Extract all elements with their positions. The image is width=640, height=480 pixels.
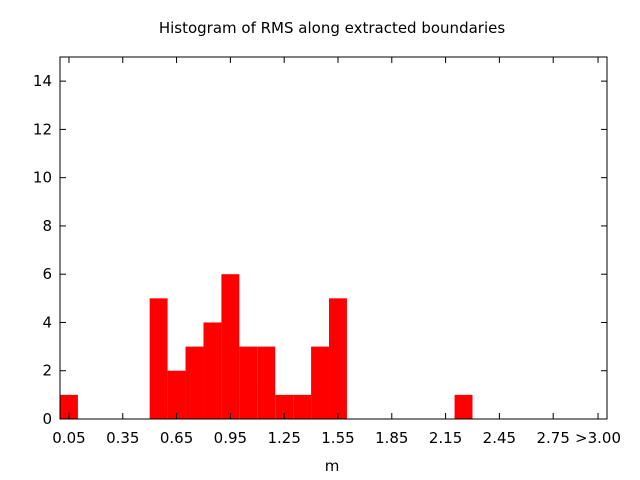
histogram-bar-4: [203, 322, 222, 419]
histogram-bar-7: [257, 346, 276, 419]
x-tick-label-10: >3.00: [575, 429, 621, 447]
plot-area-frame: [59, 56, 608, 420]
histogram-bar-5: [221, 274, 240, 419]
y-tick-label-6: 6: [42, 265, 52, 283]
x-tick-label-9: 2.75: [536, 429, 569, 447]
histogram-bar-2: [167, 370, 186, 419]
bars-group: [60, 274, 473, 419]
x-tick-label-4: 1.25: [267, 429, 300, 447]
y-tick-label-14: 14: [33, 72, 52, 90]
histogram-bar-6: [239, 346, 258, 419]
chart-title: Histogram of RMS along extracted boundar…: [159, 19, 506, 37]
x-tick-label-8: 2.45: [483, 429, 516, 447]
y-tick-label-4: 4: [42, 313, 52, 331]
y-tick-label-8: 8: [42, 217, 52, 235]
histogram-bar-8: [275, 394, 294, 419]
x-axis-label: m: [325, 457, 340, 475]
histogram-bar-11: [329, 298, 347, 419]
x-tick-label-3: 0.95: [214, 429, 247, 447]
y-tick-label-0: 0: [42, 410, 52, 428]
x-tick-label-5: 1.55: [321, 429, 354, 447]
y-tick-label-2: 2: [42, 362, 52, 380]
histogram-bar-9: [293, 394, 312, 419]
x-tick-label-7: 2.15: [429, 429, 462, 447]
histogram-bar-3: [185, 346, 204, 419]
histogram-bar-12: [454, 394, 473, 419]
ticks-group: 0 2 4 6 8 10 12 14 0.05 0.35 0.65 0.95 1.25 1.55 1.85 2…: [33, 57, 621, 447]
x-tick-label-6: 1.85: [375, 429, 408, 447]
histogram-bar-10: [311, 346, 330, 419]
x-tick-label-1: 0.35: [106, 429, 139, 447]
y-tick-label-12: 12: [33, 120, 52, 138]
histogram-bar-1: [149, 298, 168, 419]
histogram-bar-0: [60, 394, 78, 419]
x-tick-label-0: 0.05: [52, 429, 85, 447]
y-tick-label-10: 10: [33, 169, 52, 187]
x-tick-label-2: 0.65: [160, 429, 193, 447]
